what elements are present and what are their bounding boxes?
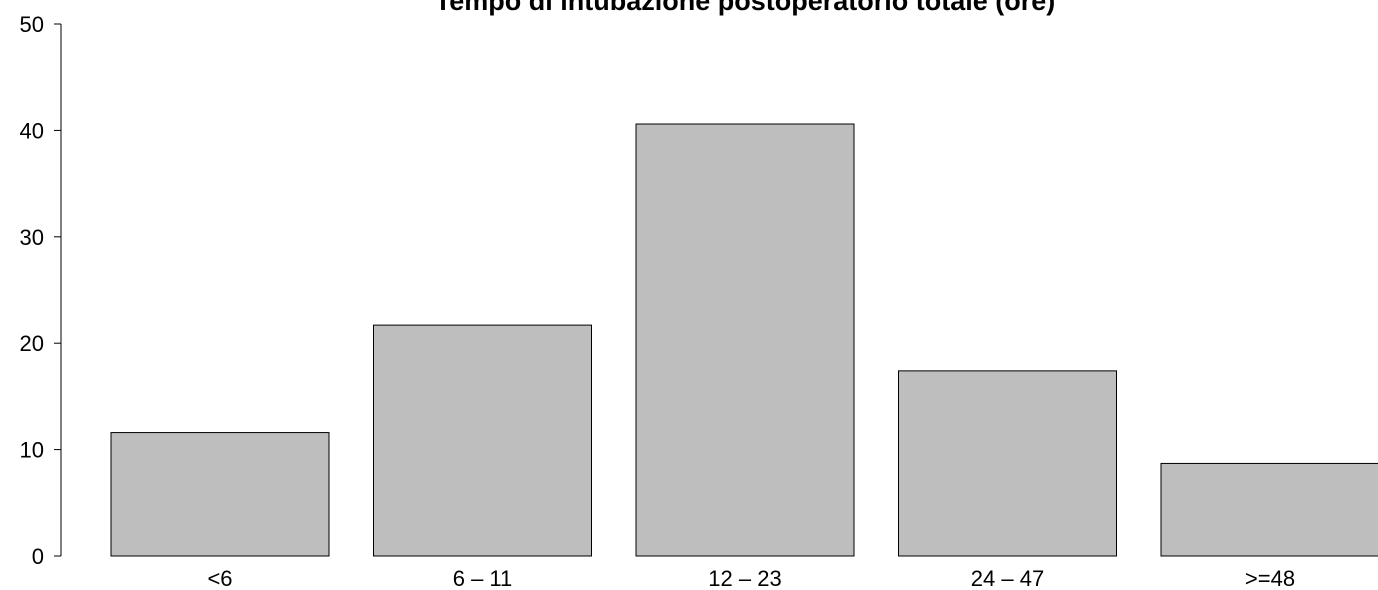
bar — [373, 324, 592, 557]
y-axis-ticks: 0 10 20 30 40 50 — [20, 12, 61, 569]
x-axis-labels: <6 6 – 11 12 – 23 24 – 47 >=48 — [207, 566, 1295, 590]
y-tick-label: 30 — [20, 225, 44, 250]
bars — [110, 123, 1378, 557]
y-tick-label: 40 — [20, 118, 44, 143]
y-tick-label: 20 — [20, 331, 44, 356]
y-tick-label: 50 — [20, 12, 44, 37]
x-tick-label: <6 — [207, 566, 232, 590]
bar — [110, 432, 330, 557]
x-tick-label: 12 – 23 — [708, 566, 781, 590]
x-tick-label: >=48 — [1245, 566, 1295, 590]
bar — [635, 123, 855, 557]
bar — [898, 370, 1117, 557]
bar — [1160, 462, 1378, 557]
chart-title: Tempo di intubazione postoperatorio tota… — [435, 0, 1056, 16]
y-tick-label: 0 — [32, 544, 44, 569]
x-tick-label: 6 – 11 — [453, 566, 513, 590]
y-tick-label: 10 — [20, 438, 44, 463]
x-tick-label: 24 – 47 — [971, 566, 1044, 590]
